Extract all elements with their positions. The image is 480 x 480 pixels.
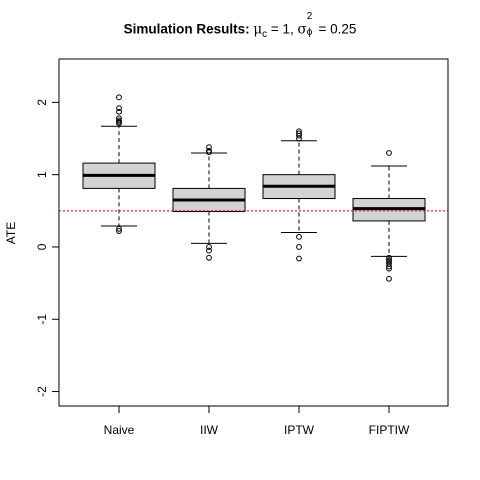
x-tick-label: Naive (104, 423, 135, 437)
y-axis-label: ATE (4, 222, 18, 244)
outlier-point (116, 225, 122, 232)
y-tick-label: 1 (35, 171, 49, 178)
outlier-point (296, 132, 302, 139)
outlier-point (386, 254, 392, 261)
y-tick-label: -1 (35, 314, 49, 325)
boxplots (82, 94, 426, 282)
title-mu-subscript: c (262, 29, 268, 41)
outlier-point (206, 244, 212, 250)
title-mu-value: = 1, (267, 21, 298, 37)
outlier-point (296, 255, 302, 262)
x-tick-label: FIPTIW (369, 423, 410, 437)
outlier-point (116, 228, 122, 234)
title-mu-symbol: μ (253, 21, 263, 38)
outlier-point (386, 275, 392, 282)
title-sigma-symbol: σ (297, 21, 307, 38)
title-sigma-superscript: 2 (306, 11, 313, 22)
x-tick-label: IPTW (284, 423, 315, 437)
boxplot-iptw (262, 128, 336, 262)
y-tick-label: 2 (35, 99, 49, 106)
title-sigma-value: = 0.25 (314, 21, 357, 37)
outlier-point (206, 247, 212, 254)
boxplot-iiw (172, 144, 246, 261)
outlier-point (116, 108, 122, 115)
outlier-point (116, 105, 122, 112)
y-tick-label: 0 (35, 243, 49, 250)
y-tick-label: -2 (35, 386, 49, 397)
outlier-point (296, 233, 302, 240)
outlier-point (386, 265, 392, 272)
x-axis: Naive IIW IPTW FIPTIW (104, 406, 410, 437)
outlier-point (116, 120, 122, 127)
boxplot-naive (82, 94, 156, 234)
title-sigma-subscript: ϕ (306, 27, 313, 38)
x-tick-label: IIW (200, 423, 219, 437)
outlier-point (296, 244, 302, 250)
outlier-point (386, 150, 392, 156)
boxplot-fiptiw (352, 150, 426, 282)
outlier-point (206, 254, 212, 261)
outlier-point (296, 135, 302, 142)
chart-title-bold: Simulation Results: (123, 21, 250, 37)
plot-frame (58, 58, 449, 407)
outlier-point (386, 263, 392, 270)
outlier-point (116, 94, 122, 101)
y-axis: -2 -1 0 1 2 (35, 99, 59, 397)
outlier-point (206, 149, 212, 156)
